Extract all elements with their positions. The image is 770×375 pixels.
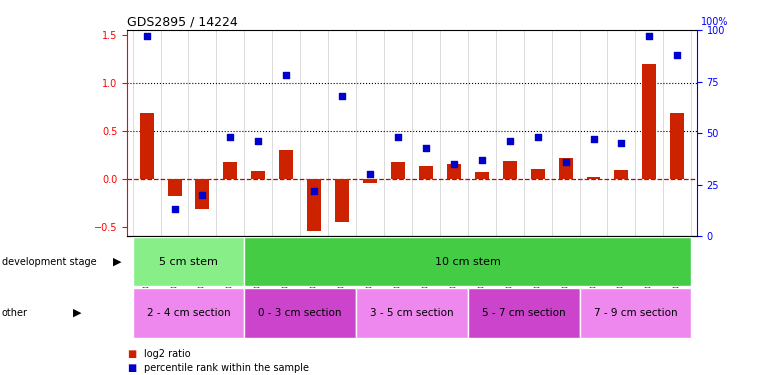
Point [364,171,377,177]
Text: 0 - 3 cm section: 0 - 3 cm section [259,308,342,318]
Bar [356,288,468,338]
Bar [419,166,433,179]
Text: other: other [2,308,28,318]
Text: percentile rank within the sample: percentile rank within the sample [144,363,309,373]
Bar [475,172,489,179]
Point [588,136,600,142]
Point [476,157,488,163]
Text: ▶: ▶ [73,308,82,318]
Bar [196,179,209,209]
Text: ■: ■ [127,350,136,359]
Bar [531,169,544,179]
Point [504,138,516,144]
Text: log2 ratio: log2 ratio [144,350,191,359]
Bar [335,179,349,222]
Point [531,134,544,140]
Point [224,134,236,140]
Text: 10 cm stem: 10 cm stem [435,256,500,267]
Bar [447,164,460,179]
Bar [580,288,691,338]
Text: ▶: ▶ [113,256,122,267]
Point [671,52,684,58]
Bar [391,162,405,179]
Text: 7 - 9 cm section: 7 - 9 cm section [594,308,677,318]
Bar [558,158,573,179]
Bar [642,64,656,179]
Bar [280,150,293,179]
Bar [307,179,321,231]
Bar [132,288,244,338]
Point [560,159,572,165]
Point [169,206,181,212]
Text: ■: ■ [127,363,136,373]
Bar [614,170,628,179]
Text: 100%: 100% [701,17,728,27]
Bar [587,177,601,179]
Bar [139,114,153,179]
Point [252,138,264,144]
Text: GDS2895 / 14224: GDS2895 / 14224 [127,16,238,29]
Bar [168,179,182,196]
Bar [223,162,237,179]
Bar [244,237,691,286]
Bar [503,161,517,179]
Point [447,161,460,167]
Point [280,72,293,78]
Text: development stage: development stage [2,256,96,267]
Point [615,141,628,147]
Point [392,134,404,140]
Point [196,192,209,198]
Bar [132,237,244,286]
Text: 3 - 5 cm section: 3 - 5 cm section [370,308,454,318]
Bar [244,288,356,338]
Bar [671,114,685,179]
Text: 2 - 4 cm section: 2 - 4 cm section [147,308,230,318]
Point [336,93,348,99]
Point [420,145,432,151]
Text: 5 cm stem: 5 cm stem [159,256,218,267]
Bar [468,288,580,338]
Bar [251,171,266,179]
Text: 5 - 7 cm section: 5 - 7 cm section [482,308,565,318]
Bar [363,179,377,183]
Point [643,33,655,39]
Point [140,33,152,39]
Point [308,188,320,194]
